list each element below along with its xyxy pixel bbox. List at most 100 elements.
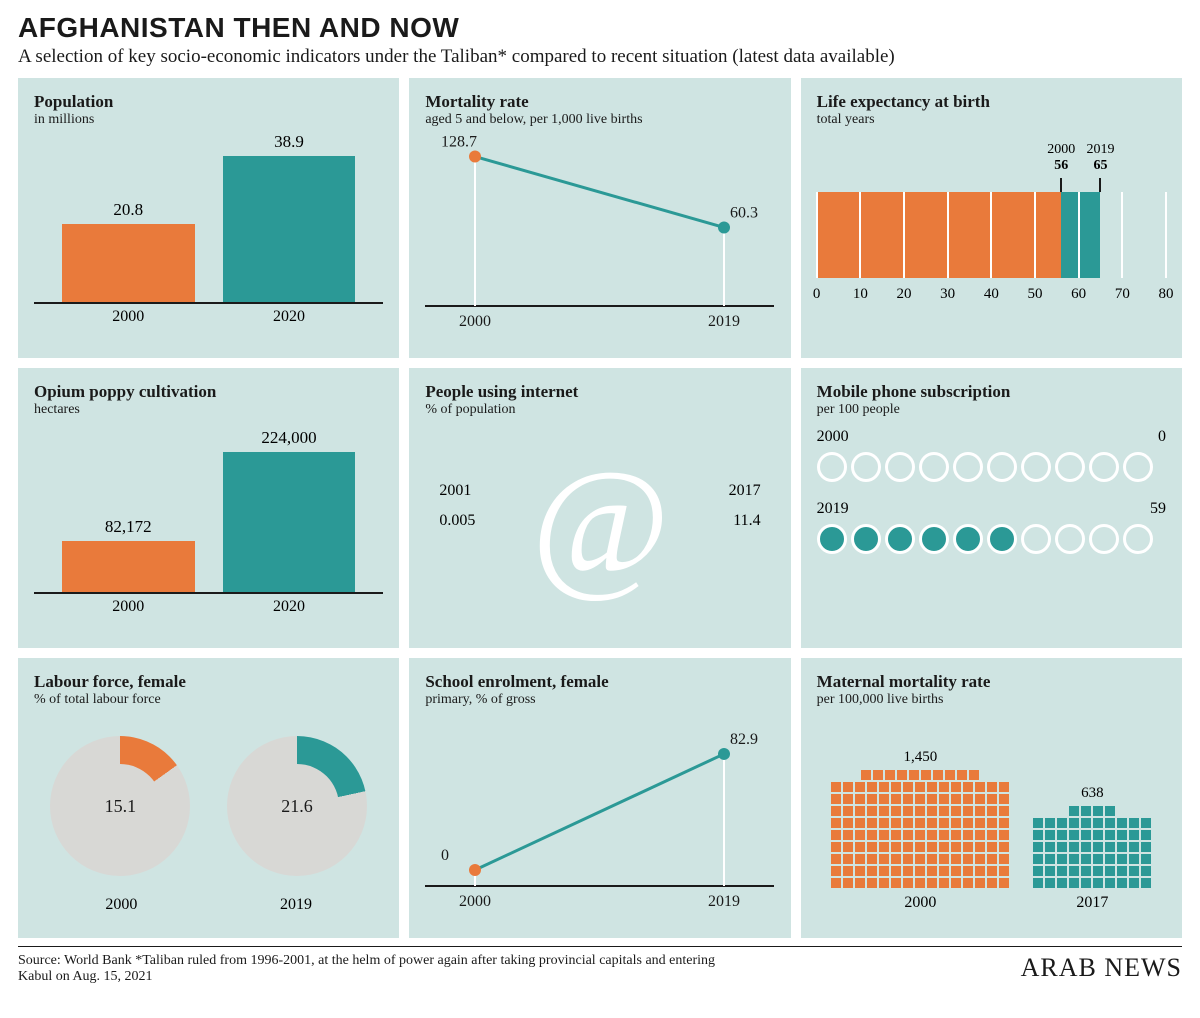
year-label: 2020 (223, 308, 356, 326)
square (1105, 842, 1115, 852)
life-header: 200056 (1047, 142, 1075, 174)
square (843, 830, 853, 840)
value-label: 1,450 (903, 749, 937, 766)
square (1057, 830, 1067, 840)
year-label: 2000 (62, 598, 195, 616)
square (891, 818, 901, 828)
mobile-rows: 20000201959 (817, 428, 1166, 554)
life-segment (1061, 192, 1100, 278)
square (945, 770, 955, 780)
trend-line (475, 157, 724, 228)
square (879, 794, 889, 804)
square (951, 818, 961, 828)
panel-maternal: Maternal mortality rate per 100,000 live… (801, 658, 1182, 938)
square (831, 782, 841, 792)
square (1045, 866, 1055, 876)
square (999, 794, 1009, 804)
panel-title: People using internet (425, 382, 774, 402)
circle-icon (987, 524, 1017, 554)
grid-line (859, 192, 861, 278)
tick-label: 30 (940, 286, 955, 303)
circle-icon (1055, 524, 1085, 554)
square (831, 806, 841, 816)
square (975, 842, 985, 852)
square (855, 878, 865, 888)
year-label: 2019 (280, 896, 312, 914)
square (855, 794, 865, 804)
square (1117, 854, 1127, 864)
tick-label: 50 (1027, 286, 1042, 303)
square (1057, 878, 1067, 888)
circle-icon (1021, 452, 1051, 482)
panel-life-expectancy: Life expectancy at birth total years 010… (801, 78, 1182, 358)
square (951, 854, 961, 864)
circle-icon (1089, 452, 1119, 482)
square (831, 818, 841, 828)
square (915, 854, 925, 864)
square (939, 854, 949, 864)
square (1057, 842, 1067, 852)
square (903, 818, 913, 828)
square (987, 830, 997, 840)
mobile-labels: 201959 (817, 500, 1166, 518)
square (1045, 842, 1055, 852)
circle-icon (953, 524, 983, 554)
square (1141, 878, 1151, 888)
square (927, 830, 937, 840)
square (963, 818, 973, 828)
square (867, 866, 877, 876)
bar-chart: 20.8200038.92020 (34, 136, 383, 326)
square (915, 878, 925, 888)
circle-icon (851, 524, 881, 554)
circle-row (817, 452, 1166, 482)
circle-icon (953, 452, 983, 482)
square (867, 854, 877, 864)
square (927, 806, 937, 816)
square (867, 842, 877, 852)
value-label: 638 (1081, 785, 1104, 802)
value-label: 38.9 (223, 132, 356, 152)
square (963, 830, 973, 840)
square (1081, 866, 1091, 876)
square (855, 842, 865, 852)
square (879, 854, 889, 864)
square (987, 794, 997, 804)
square (843, 794, 853, 804)
at-graphic: @ 2001 0.005 2017 11.4 (425, 426, 774, 626)
square (951, 794, 961, 804)
year-label: 2017 (729, 482, 761, 500)
square (951, 782, 961, 792)
square (987, 854, 997, 864)
grid-line (1078, 192, 1080, 278)
panel-sub: hectares (34, 402, 383, 418)
circle-icon (1089, 524, 1119, 554)
square (939, 830, 949, 840)
square (831, 842, 841, 852)
square (1117, 830, 1127, 840)
square (915, 866, 925, 876)
square (915, 806, 925, 816)
square (843, 854, 853, 864)
square-grid (831, 782, 1009, 888)
square (987, 782, 997, 792)
panel-title: Opium poppy cultivation (34, 382, 383, 402)
square (843, 818, 853, 828)
year-label: 2000 (459, 313, 491, 330)
panel-sub: primary, % of gross (425, 692, 774, 708)
square (951, 830, 961, 840)
square (1069, 818, 1079, 828)
square (867, 830, 877, 840)
square (843, 878, 853, 888)
square (915, 830, 925, 840)
square (975, 782, 985, 792)
square (1141, 830, 1151, 840)
square (831, 866, 841, 876)
headline: AFGHANISTAN THEN AND NOW (18, 12, 1182, 44)
square (891, 806, 901, 816)
square (939, 866, 949, 876)
square (1069, 842, 1079, 852)
square (1081, 878, 1091, 888)
square (987, 878, 997, 888)
square (1057, 818, 1067, 828)
value-label: 82.9 (730, 731, 758, 748)
